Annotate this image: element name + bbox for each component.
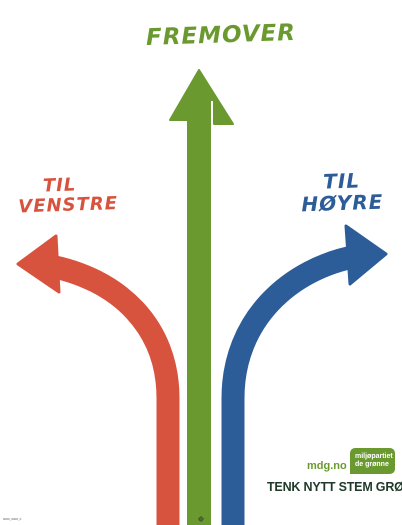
party-logo-line-2: de grønne xyxy=(355,461,389,468)
label-right: TIL HØYRE xyxy=(299,168,385,217)
label-left: TIL VENSTRE xyxy=(17,174,119,218)
footer-print-info: 0000_0000_0 xyxy=(3,517,22,521)
label-forward: FREMOVER xyxy=(145,19,297,52)
arrow-right-curved-icon xyxy=(221,224,388,525)
party-logo-line-1: miljøpartiet xyxy=(355,453,393,460)
arrow-left-curved-icon xyxy=(16,234,180,525)
slogan: TENK NYTT STEM GRØNT xyxy=(267,480,402,494)
arrow-up-icon xyxy=(169,69,234,525)
crop-mark-icon xyxy=(198,516,204,522)
label-right-line-2: HØYRE xyxy=(301,189,384,217)
site-url: mdg.no xyxy=(307,460,347,472)
label-left-line-2: VENSTRE xyxy=(17,193,119,218)
party-logo-icon: miljøpartiet de grønne xyxy=(350,448,395,474)
label-forward-text: FREMOVER xyxy=(145,19,297,52)
